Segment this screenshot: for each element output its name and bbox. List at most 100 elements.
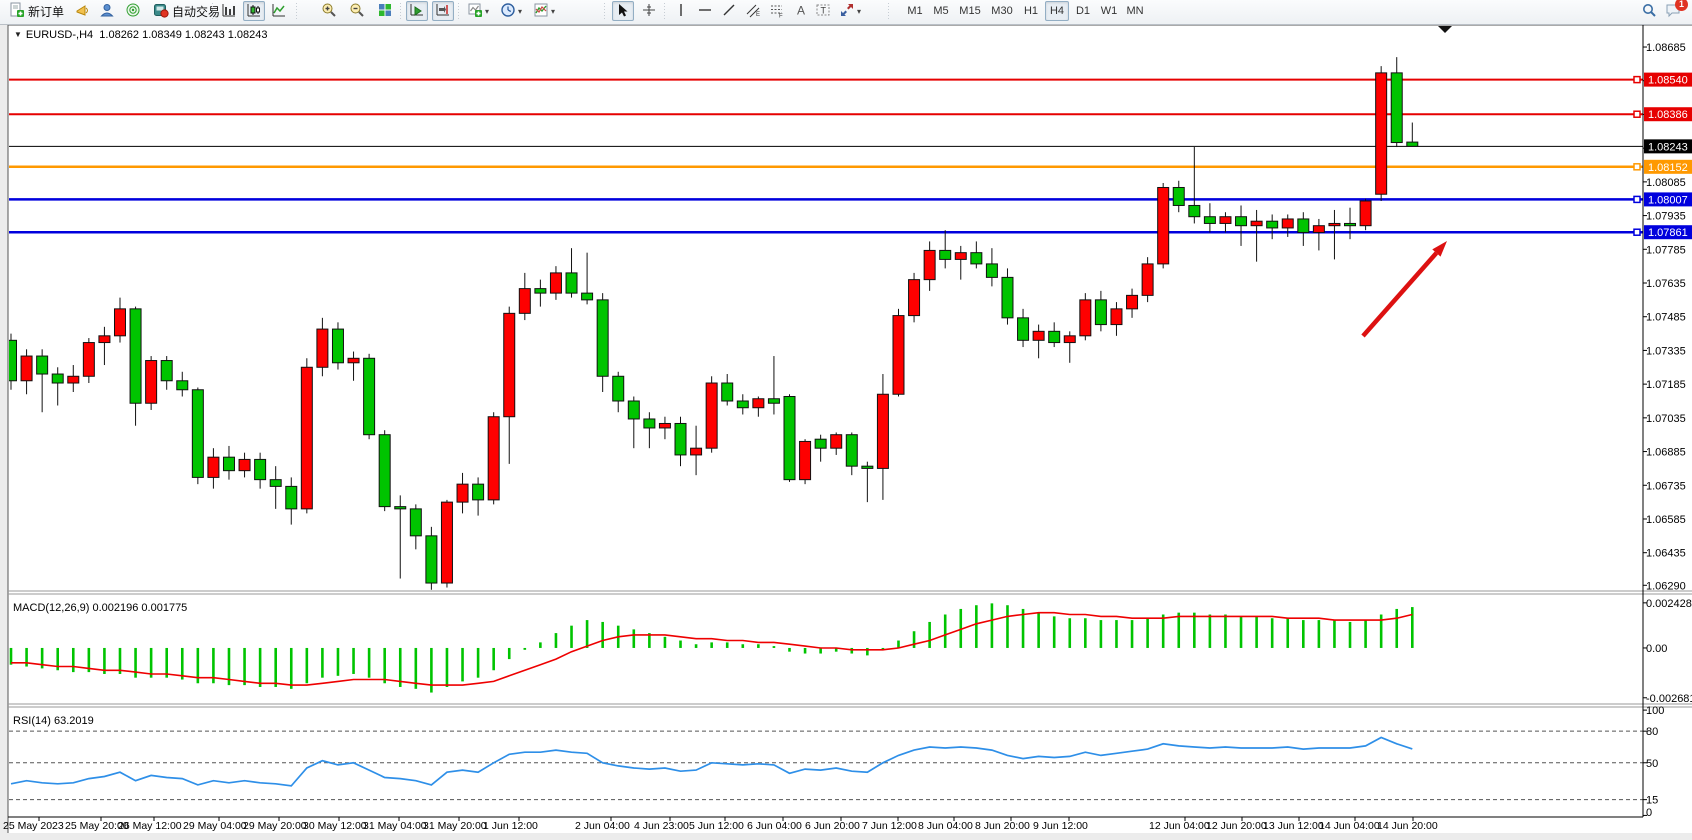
- svg-text:1.07035: 1.07035: [1646, 413, 1686, 425]
- svg-text:6 Jun 20:00: 6 Jun 20:00: [805, 820, 860, 832]
- tab-timeframe-m1[interactable]: M1: [907, 5, 923, 17]
- crosshair-button[interactable]: [638, 1, 660, 21]
- dropdown-arrow-icon: ▾: [518, 6, 523, 16]
- zoom-in-button[interactable]: [318, 1, 340, 21]
- fibonacci-icon: F: [769, 2, 785, 21]
- toolbar-separator: [888, 3, 889, 20]
- chart-window: ▼ EURUSD-,H4 1.08262 1.08349 1.08243 1.08…: [0, 24, 1692, 840]
- shapes-tool-button[interactable]: ▾: [836, 1, 864, 21]
- tab-timeframe-h1[interactable]: H1: [1023, 5, 1039, 17]
- tab-timeframe-m5[interactable]: M5: [933, 5, 949, 17]
- zoom-out-button[interactable]: [346, 1, 368, 21]
- svg-text:12 Jun 20:00: 12 Jun 20:00: [1206, 820, 1267, 832]
- tab-timeframe-mn[interactable]: MN: [1126, 5, 1144, 17]
- notifications-button[interactable]: 1: [1662, 0, 1688, 21]
- fibonacci-tool-button[interactable]: F: [766, 1, 788, 21]
- svg-text:1.06435: 1.06435: [1646, 548, 1686, 560]
- svg-text:1.07485: 1.07485: [1646, 312, 1686, 324]
- tab-timeframe-h4[interactable]: H4: [1045, 1, 1069, 21]
- chart-canvas[interactable]: 1.08685 1.08085 1.07935 1.07785 1.07635 1.074…: [0, 24, 1692, 840]
- svg-text:1.07185: 1.07185: [1646, 379, 1686, 391]
- svg-text:80: 80: [1646, 726, 1658, 738]
- svg-text:1.07635: 1.07635: [1646, 278, 1686, 290]
- dropdown-arrow-icon: ▾: [857, 6, 862, 16]
- tab-timeframe-w1[interactable]: W1: [1100, 5, 1118, 17]
- dropdown-arrow-icon: ▾: [551, 6, 556, 16]
- horizontal-line-icon: [697, 2, 713, 21]
- profile-button[interactable]: [96, 1, 118, 21]
- svg-text:1.08685: 1.08685: [1646, 42, 1686, 54]
- tab-timeframe-m15[interactable]: M15: [959, 5, 981, 17]
- rsi-value: 63.2019: [53, 715, 94, 727]
- profile-icon: [99, 2, 115, 21]
- line-chart-button[interactable]: [268, 1, 290, 21]
- svg-text:8 Jun 20:00: 8 Jun 20:00: [975, 820, 1030, 832]
- chart-ohlc-values: 1.08262 1.08349 1.08243 1.08243: [99, 29, 268, 41]
- svg-text:29 May 04:00: 29 May 04:00: [183, 820, 247, 832]
- svg-text:1.07785: 1.07785: [1646, 244, 1686, 256]
- tab-timeframe-d1[interactable]: D1: [1075, 5, 1091, 17]
- svg-text:1 Jun 12:00: 1 Jun 12:00: [483, 820, 538, 832]
- svg-text:13 Jun 12:00: 13 Jun 12:00: [1263, 820, 1324, 832]
- svg-text:-0.002681: -0.002681: [1646, 693, 1692, 705]
- toolbar-separator: [296, 3, 297, 20]
- new-order-button[interactable]: 新订单: [6, 1, 67, 21]
- svg-text:0: 0: [1646, 807, 1652, 819]
- alerts-button[interactable]: [72, 1, 94, 21]
- vertical-line-tool-button[interactable]: [670, 1, 692, 21]
- radar-icon: [125, 2, 141, 21]
- cursor-arrow-icon: [615, 2, 631, 21]
- horizontal-line-tool-button[interactable]: [694, 1, 716, 21]
- cursor-button[interactable]: [612, 1, 634, 21]
- toolbar-separator: [604, 3, 605, 20]
- arrows-shapes-icon: [839, 2, 855, 21]
- svg-text:31 May 20:00: 31 May 20:00: [423, 820, 487, 832]
- tile-windows-icon: [377, 2, 393, 21]
- toolbar: 新订单 自动交易 ▾ ▾ ▾ E F A T ▾: [0, 0, 1692, 25]
- svg-text:1.08085: 1.08085: [1646, 177, 1686, 189]
- svg-text:F: F: [779, 13, 783, 18]
- window-menu-icon[interactable]: ▼: [14, 30, 22, 39]
- label-tool-button[interactable]: T: [812, 1, 834, 21]
- new-chart-button[interactable]: ▾: [464, 1, 492, 21]
- svg-text:31 May 04:00: 31 May 04:00: [363, 820, 427, 832]
- indicators-button[interactable]: ▾: [530, 1, 558, 21]
- bar-chart-button[interactable]: [218, 1, 240, 21]
- svg-text:14 Jun 04:00: 14 Jun 04:00: [1319, 820, 1380, 832]
- crosshair-icon: [641, 2, 657, 21]
- auto-trading-label: 自动交易: [172, 4, 221, 19]
- svg-text:1.08007: 1.08007: [1648, 194, 1688, 206]
- svg-text:25 May 20:00: 25 May 20:00: [65, 820, 129, 832]
- trendline-tool-button[interactable]: [718, 1, 740, 21]
- indicators-icon: [533, 2, 549, 21]
- auto-trading-icon: [153, 2, 169, 21]
- search-button[interactable]: [1638, 1, 1660, 21]
- text-tool-button[interactable]: A: [790, 1, 812, 21]
- period-clock-button[interactable]: ▾: [497, 1, 525, 21]
- chart-symbol-period: EURUSD-,H4: [25, 29, 94, 41]
- svg-text:8 Jun 04:00: 8 Jun 04:00: [918, 820, 973, 832]
- svg-text:5 Jun 12:00: 5 Jun 12:00: [689, 820, 744, 832]
- tile-windows-button[interactable]: [374, 1, 396, 21]
- search-icon: [1641, 2, 1657, 21]
- trendline-icon: [721, 2, 737, 21]
- candlestick-chart-button[interactable]: [243, 1, 265, 21]
- macd-indicator-label: MACD(12,26,9) 0.002196 0.001775: [13, 602, 188, 614]
- channel-tool-button[interactable]: E: [742, 1, 764, 21]
- toolbar-separator: [400, 3, 401, 20]
- svg-text:1.07335: 1.07335: [1646, 345, 1686, 357]
- chart-shift-button[interactable]: [432, 1, 454, 21]
- signals-button[interactable]: [122, 1, 144, 21]
- new-chart-icon: [467, 2, 483, 21]
- tab-timeframe-m30[interactable]: M30: [991, 5, 1013, 17]
- text-icon: A: [793, 2, 809, 21]
- auto-scroll-button[interactable]: [406, 1, 428, 21]
- text-label-icon: T: [815, 2, 831, 21]
- svg-text:1.06290: 1.06290: [1646, 580, 1686, 592]
- line-chart-icon: [271, 2, 287, 21]
- bar-chart-icon: [221, 2, 237, 21]
- auto-trading-button[interactable]: 自动交易: [150, 1, 223, 21]
- svg-text:1.07935: 1.07935: [1646, 211, 1686, 223]
- svg-text:0.00: 0.00: [1646, 643, 1667, 655]
